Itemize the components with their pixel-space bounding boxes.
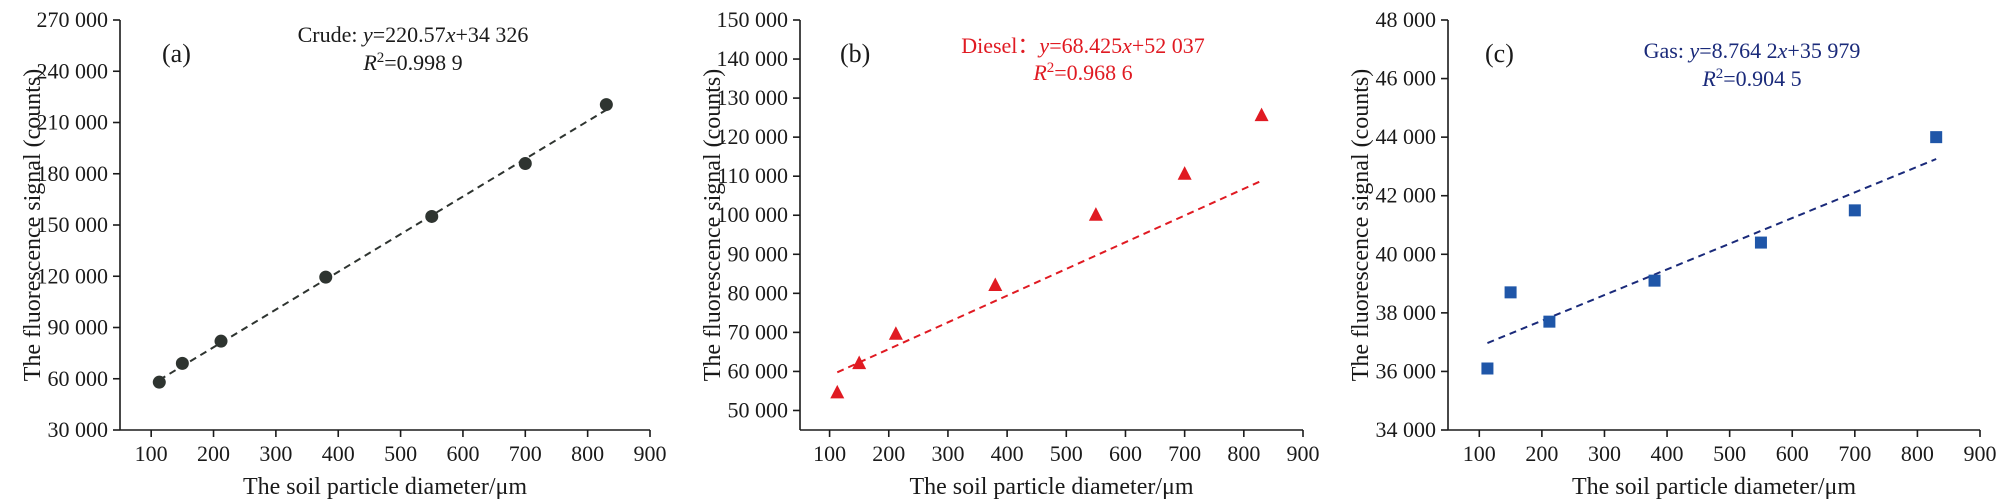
- y-tick-label: 150 000: [717, 7, 789, 32]
- y-tick-label: 210 000: [37, 110, 109, 135]
- y-tick-label: 270 000: [37, 7, 109, 32]
- y-tick-label: 30 000: [48, 417, 109, 442]
- y-tick-label: 110 000: [717, 163, 788, 188]
- data-point: [1177, 166, 1192, 180]
- x-tick-label: 400: [322, 441, 355, 466]
- x-tick-label: 600: [1776, 441, 1809, 466]
- x-tick-label: 400: [991, 441, 1024, 466]
- x-tick-label: 100: [135, 441, 168, 466]
- fit-line: [1487, 158, 1937, 344]
- data-point: [852, 355, 867, 370]
- fit-line: [836, 179, 1262, 374]
- x-tick-label: 300: [259, 441, 292, 466]
- y-axis-label: The fluorescence signal (counts): [20, 69, 46, 382]
- y-tick-label: 48 000: [1376, 7, 1437, 32]
- x-tick-label: 700: [509, 441, 542, 466]
- x-axis-label: The soil particle diameter/μm: [1572, 474, 1856, 500]
- fit-equation: Gas: y=8.764 2x+35 979: [1644, 38, 1861, 63]
- y-tick-label: 40 000: [1376, 241, 1437, 266]
- y-tick-label: 50 000: [728, 397, 789, 422]
- data-point: [175, 356, 189, 370]
- fit-line: [158, 109, 607, 381]
- y-tick-label: 90 000: [728, 241, 789, 266]
- chart-panel-3: 34 000 36 000 38 000 40 000 42 000 44 000 46 0…: [1348, 7, 1997, 500]
- y-tick-label: 42 000: [1376, 183, 1437, 208]
- data-point: [214, 334, 228, 348]
- x-tick-label: 300: [931, 441, 964, 466]
- x-tick-label: 500: [384, 441, 417, 466]
- y-tick-label: 38 000: [1376, 300, 1437, 325]
- data-point: [152, 375, 166, 389]
- y-axis-label: The fluorescence signal (counts): [700, 69, 726, 382]
- r-squared: R2=0.968 6: [1032, 60, 1132, 85]
- x-tick-label: 900: [634, 441, 667, 466]
- y-tick-label: 44 000: [1376, 124, 1437, 149]
- x-tick-label: 100: [1463, 441, 1496, 466]
- x-tick-label: 700: [1838, 441, 1871, 466]
- y-tick-label: 46 000: [1376, 66, 1437, 91]
- data-point: [319, 270, 333, 284]
- data-point: [1504, 286, 1517, 299]
- x-axis-label: The soil particle diameter/μm: [909, 474, 1193, 500]
- chart-panel-2: 50 000 60 000 70 000 80 000 90 000 100 000 110…: [700, 7, 1320, 500]
- data-point: [1543, 315, 1556, 328]
- data-point: [888, 326, 903, 340]
- x-tick-label: 200: [872, 441, 905, 466]
- x-tick-label: 500: [1713, 441, 1746, 466]
- x-tick-label: 600: [446, 441, 479, 466]
- x-tick-label: 800: [571, 441, 604, 466]
- x-tick-label: 300: [1588, 441, 1621, 466]
- y-tick-label: 130 000: [717, 85, 789, 110]
- panel-label: (a): [162, 39, 191, 68]
- x-tick-label: 800: [1901, 441, 1934, 466]
- y-tick-label: 140 000: [717, 46, 789, 71]
- x-tick-label: 900: [1964, 441, 1997, 466]
- y-tick-label: 60 000: [728, 358, 789, 383]
- x-tick-label: 600: [1109, 441, 1142, 466]
- data-point: [1648, 274, 1661, 287]
- y-tick-label: 120 000: [717, 124, 789, 149]
- y-tick-label: 34 000: [1376, 417, 1437, 442]
- x-tick-label: 500: [1050, 441, 1083, 466]
- fit-equation: Crude: y=220.57x+34 326: [298, 22, 529, 47]
- x-axis-label: The soil particle diameter/μm: [243, 474, 527, 500]
- x-tick-label: 200: [197, 441, 230, 466]
- y-tick-label: 150 000: [37, 212, 109, 237]
- x-tick-label: 400: [1651, 441, 1684, 466]
- r-squared: R2=0.904 5: [1701, 66, 1801, 91]
- x-tick-label: 800: [1227, 441, 1260, 466]
- data-point: [1481, 362, 1494, 375]
- y-tick-label: 36 000: [1376, 358, 1437, 383]
- y-tick-label: 80 000: [728, 280, 789, 305]
- data-point: [1848, 204, 1861, 217]
- y-axis-label: The fluorescence signal (counts): [1348, 69, 1374, 382]
- data-point: [518, 157, 532, 170]
- panel-label: (c): [1485, 39, 1514, 68]
- fit-equation: Diesel：y=68.425x+52 037: [961, 33, 1205, 58]
- data-point: [1754, 236, 1767, 249]
- y-tick-label: 100 000: [717, 202, 789, 227]
- data-point: [988, 277, 1003, 291]
- r-squared: R2=0.998 9: [362, 50, 462, 75]
- x-tick-label: 200: [1525, 441, 1558, 466]
- chart-panel-1: 30 000 60 000 90 000 120 000 150 000 180 000 2…: [20, 7, 667, 500]
- panel-label: (b): [840, 39, 870, 68]
- data-point: [1930, 131, 1943, 144]
- x-tick-label: 900: [1287, 441, 1320, 466]
- data-point: [425, 209, 439, 223]
- y-tick-label: 240 000: [37, 58, 109, 83]
- data-point: [1254, 107, 1269, 122]
- data-point: [1088, 207, 1103, 221]
- y-tick-label: 180 000: [37, 161, 109, 186]
- y-tick-label: 60 000: [48, 366, 109, 391]
- y-tick-label: 120 000: [37, 263, 109, 288]
- y-tick-label: 70 000: [728, 319, 789, 344]
- data-point: [599, 98, 613, 112]
- x-tick-label: 700: [1168, 441, 1201, 466]
- data-point: [830, 384, 845, 399]
- x-tick-label: 100: [813, 441, 846, 466]
- y-tick-label: 90 000: [48, 315, 109, 340]
